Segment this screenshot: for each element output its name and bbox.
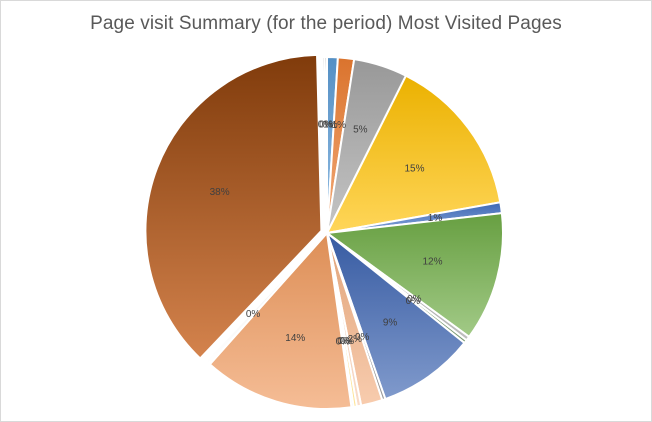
pie-slice-label-12: 0% bbox=[337, 336, 352, 347]
pie-slice-18[interactable] bbox=[323, 55, 328, 234]
pie-slice-3[interactable] bbox=[325, 74, 502, 235]
chart-title: Page visit Summary (for the period) Most… bbox=[90, 13, 562, 34]
pie-slice-label-8: 9% bbox=[383, 318, 398, 329]
pie-slice-label-18: 0% bbox=[319, 119, 334, 130]
pie-slice-label-10: 2% bbox=[348, 334, 363, 345]
pie-slice-5[interactable] bbox=[324, 212, 504, 339]
pie-slice-label-17: 0% bbox=[318, 119, 333, 130]
pie-slice-label-5: 12% bbox=[422, 256, 442, 267]
pie-slice-label-14: 14% bbox=[285, 333, 305, 344]
pie-slice-15[interactable] bbox=[204, 232, 328, 366]
pie-slice-label-11: 0% bbox=[340, 336, 355, 347]
pie-slice-label-4: 1% bbox=[428, 213, 443, 224]
pie-slice-label-1: 1% bbox=[332, 120, 347, 131]
pie-slice-8[interactable] bbox=[324, 230, 466, 401]
pie-slice-label-3: 15% bbox=[404, 163, 424, 174]
pie-slice-16[interactable] bbox=[144, 53, 323, 360]
pie-slice-label-13: 0% bbox=[336, 337, 351, 348]
pie-slice-14[interactable] bbox=[208, 230, 353, 410]
pie-slice-label-6: 0% bbox=[407, 294, 422, 305]
pie-slice-label-15: 0% bbox=[246, 309, 261, 320]
pie-slice-label-0: 1% bbox=[323, 119, 338, 130]
pie-slice-label-7: 0% bbox=[406, 296, 421, 307]
pie-slice-label-2: 5% bbox=[353, 125, 368, 136]
pie-slice-label-16: 38% bbox=[210, 187, 230, 198]
pie-slice-label-9: 0% bbox=[355, 332, 370, 343]
